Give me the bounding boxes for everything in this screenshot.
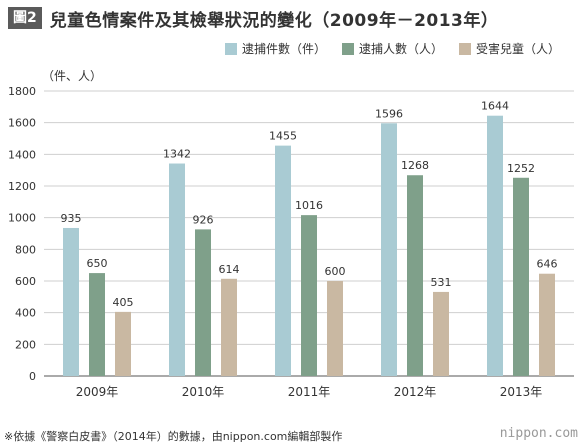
legend-swatch-cases (224, 42, 237, 55)
bar (327, 281, 343, 376)
bar-value-label: 1016 (295, 199, 323, 212)
y-tick-label: 1600 (8, 117, 36, 130)
chart-legend: 逮捕件數（件） 逮捕人數（人） 受害兒童（人） (224, 40, 560, 57)
y-tick-label: 1400 (8, 148, 36, 161)
y-axis-label: （件、人） (42, 69, 102, 83)
x-tick-label: 2013年 (500, 385, 543, 399)
bar (301, 215, 317, 376)
bar (115, 311, 131, 376)
bar (63, 227, 79, 376)
bar-value-label: 531 (431, 276, 452, 289)
legend-swatch-arrests (341, 42, 354, 55)
y-tick-label: 800 (15, 243, 36, 256)
chart-header: 圖2 兒童色情案件及其檢舉狀況的變化（2009年－2013年） (8, 6, 499, 31)
y-tick-label: 600 (15, 275, 36, 288)
bars-group (63, 115, 555, 376)
value-labels: 935 650 405 1342 926 614 1455 1016 600 1596 1268 53… (61, 100, 558, 309)
bar-value-label: 650 (87, 257, 108, 270)
brand-logo: nippon.com (499, 426, 578, 441)
legend-item-arrests: 逮捕人數（人） (341, 40, 443, 57)
bar-value-label: 1644 (481, 100, 509, 113)
bar-value-label: 646 (537, 258, 558, 271)
bar-value-label: 614 (219, 263, 240, 276)
y-tick-label: 0 (29, 370, 36, 383)
y-tick-label: 1200 (8, 180, 36, 193)
y-tick-label: 400 (15, 307, 36, 320)
bar (275, 145, 291, 376)
legend-item-cases: 逮捕件數（件） (224, 40, 326, 57)
legend-label-victims: 受害兒童（人） (475, 42, 560, 56)
bar-value-label: 600 (325, 265, 346, 278)
bar-value-label: 935 (61, 212, 82, 225)
x-tick-label: 2009年 (76, 385, 119, 399)
x-tick-label: 2010年 (182, 385, 225, 399)
chart-title: 兒童色情案件及其檢舉狀況的變化（2009年－2013年） (49, 10, 499, 31)
x-axis-ticks: 2009年 2010年 2011年 2012年 2013年 (76, 385, 543, 399)
y-tick-label: 1800 (8, 85, 36, 98)
bar (513, 177, 529, 376)
y-tick-label: 200 (15, 338, 36, 351)
bar-value-label: 405 (113, 296, 134, 309)
bar-value-label: 926 (193, 213, 214, 226)
bar (433, 291, 449, 376)
legend-item-victims: 受害兒童（人） (458, 40, 560, 57)
legend-swatch-victims (458, 42, 471, 55)
bar-value-label: 1596 (375, 107, 403, 120)
y-tick-label: 1000 (8, 212, 36, 225)
source-note: ※依據《警察白皮書》（2014年）的數據，由nippon.com編輯部製作 (4, 430, 343, 443)
x-tick-label: 2012年 (394, 385, 437, 399)
bar (381, 123, 397, 376)
bar (89, 273, 105, 376)
bar (169, 163, 185, 376)
legend-label-cases: 逮捕件數（件） (241, 42, 326, 56)
bar (221, 278, 237, 376)
bar-value-label: 1342 (163, 148, 191, 161)
bar-value-label: 1455 (269, 130, 297, 143)
figure-tag: 圖2 (8, 7, 42, 29)
bar (487, 115, 503, 376)
x-tick-label: 2011年 (288, 385, 331, 399)
bar-value-label: 1268 (401, 159, 429, 172)
bar (407, 175, 423, 376)
legend-label-arrests: 逮捕人數（人） (358, 42, 443, 56)
y-axis-ticks: 0 200 400 600 800 1000 1200 1400 1600 1800 (8, 85, 36, 383)
bar (195, 229, 211, 376)
bar (539, 273, 555, 376)
bar-value-label: 1252 (507, 162, 535, 175)
